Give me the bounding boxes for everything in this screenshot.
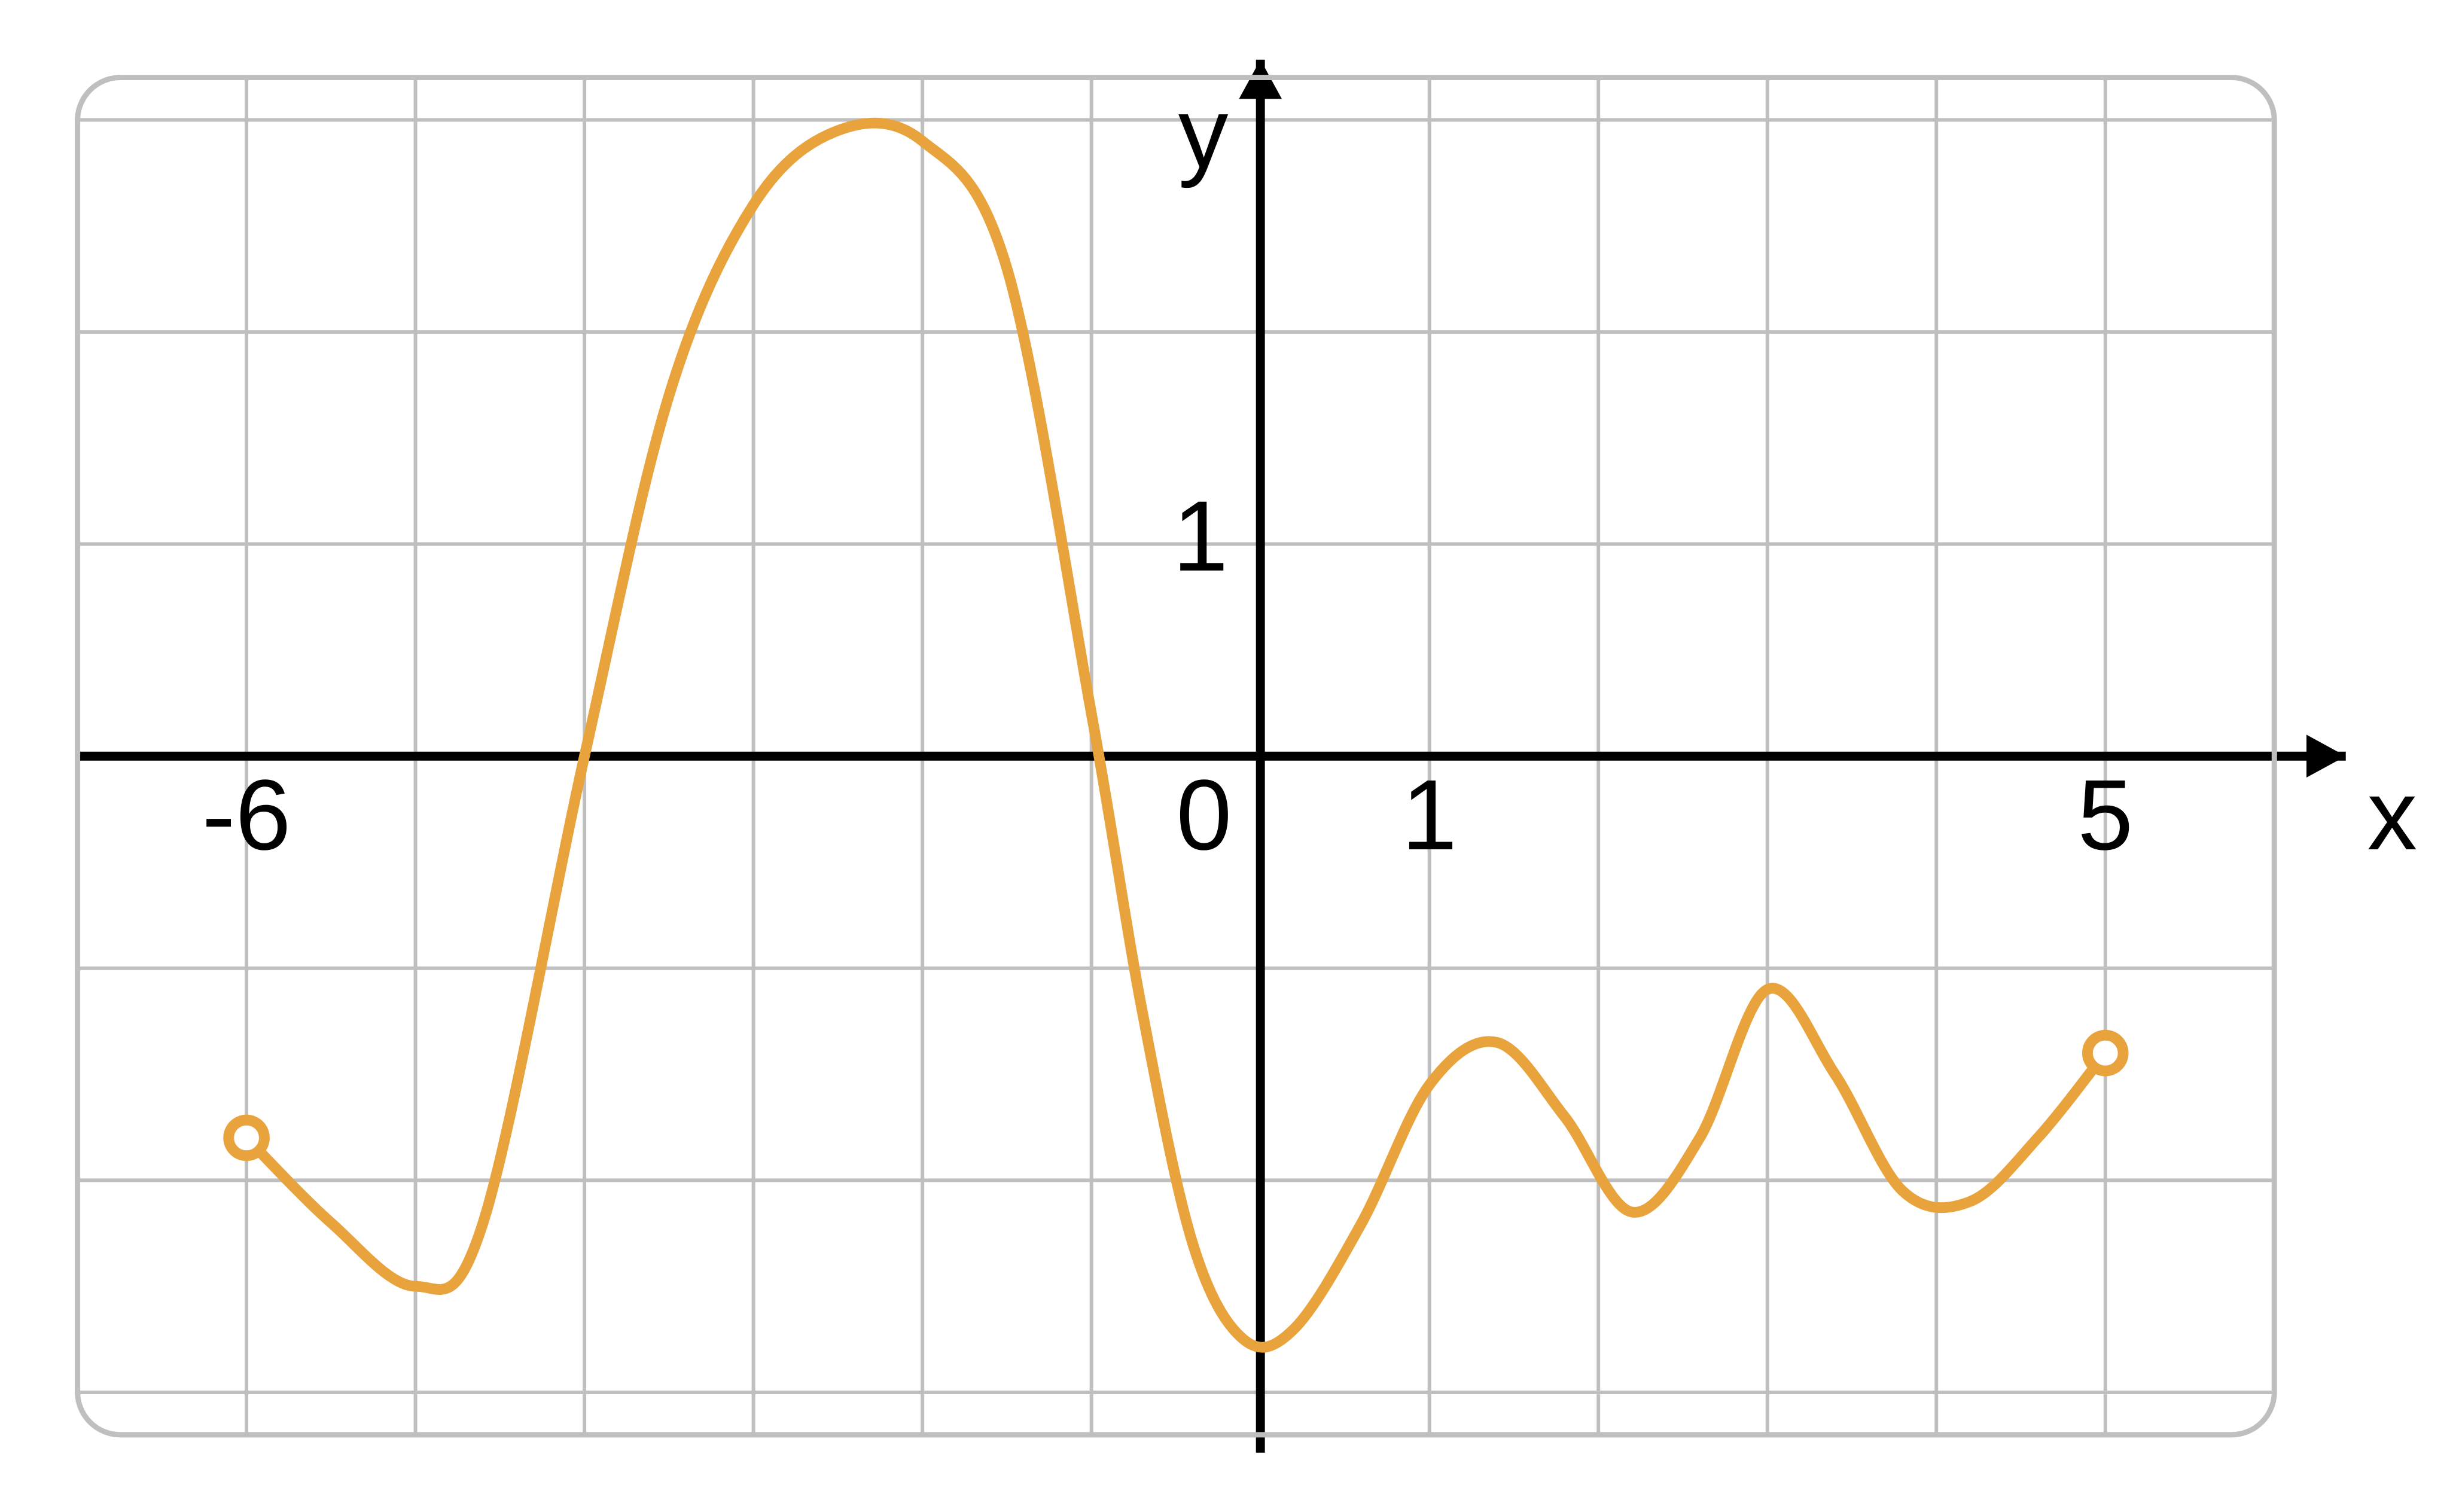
open-endpoint-marker xyxy=(2088,1035,2123,1071)
x-axis-label: x xyxy=(2367,760,2418,871)
function-chart: -6 0 1 5 1 x y xyxy=(24,24,2435,1488)
x-tick-label: 0 xyxy=(1176,760,1232,871)
chart-container: -6 0 1 5 1 x y xyxy=(0,0,2459,1512)
x-tick-label: 1 xyxy=(1401,760,1457,871)
y-tick-label: 1 xyxy=(1172,481,1228,592)
x-tick-label: 5 xyxy=(2077,760,2133,871)
y-axis-label: y xyxy=(1178,77,1229,188)
x-axis-arrow xyxy=(2306,734,2346,778)
x-tick-label: -6 xyxy=(202,760,291,871)
open-endpoint-marker xyxy=(228,1120,264,1156)
